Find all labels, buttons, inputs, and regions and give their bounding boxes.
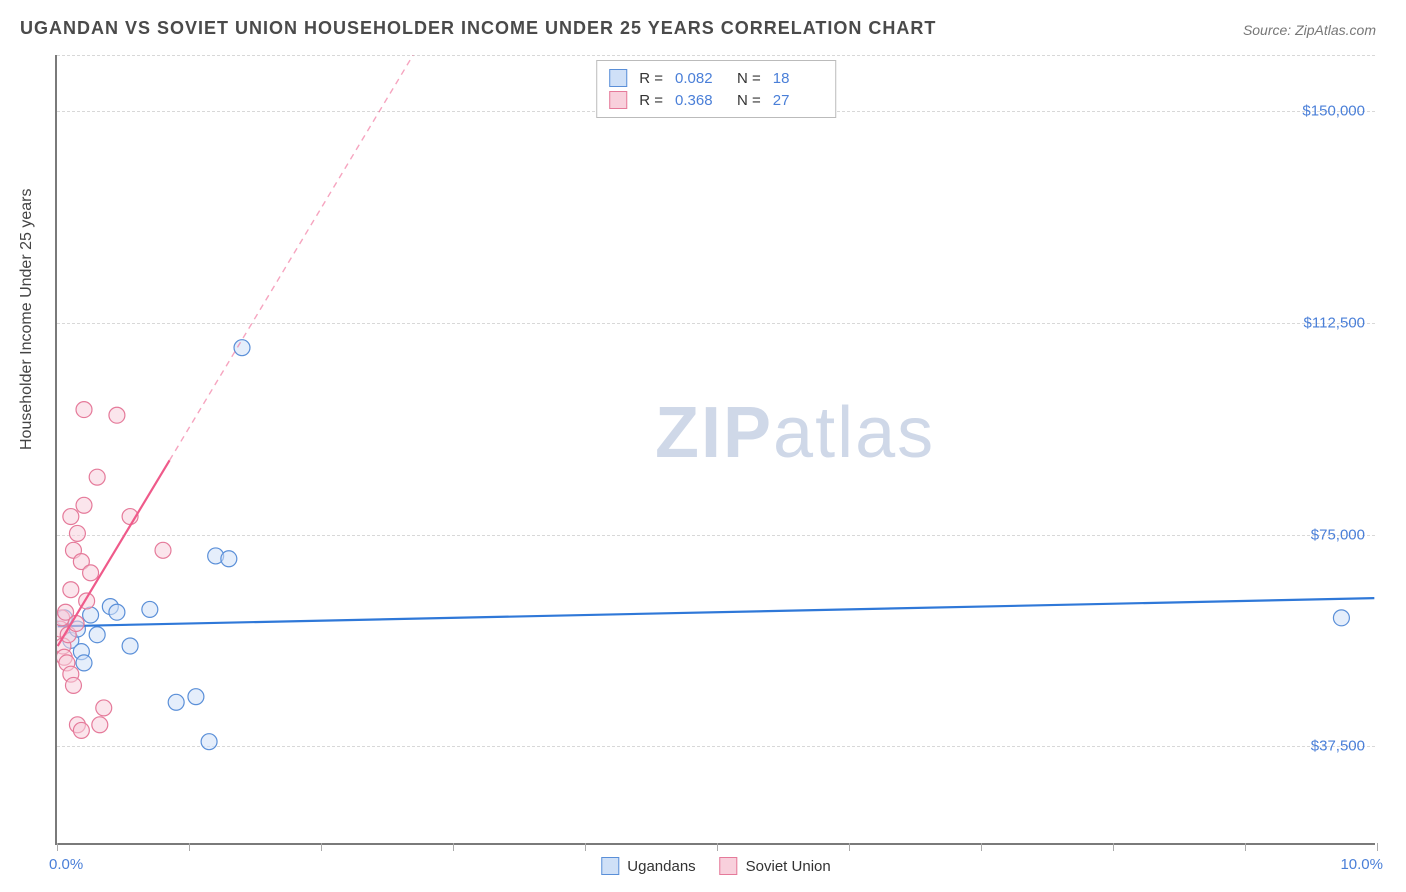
scatter-point-soviet: [65, 677, 81, 693]
plot-area: ZIPatlas $37,500$75,000$112,500$150,000 …: [55, 55, 1375, 845]
legend-series: Ugandans Soviet Union: [601, 857, 830, 875]
scatter-point-ugandans: [122, 638, 138, 654]
x-tick: [981, 843, 982, 851]
scatter-point-soviet: [63, 582, 79, 598]
scatter-point-ugandans: [1333, 610, 1349, 626]
scatter-point-soviet: [83, 565, 99, 581]
scatter-point-soviet: [69, 525, 85, 541]
scatter-point-ugandans: [76, 655, 92, 671]
x-tick: [1113, 843, 1114, 851]
legend-label-ugandans: Ugandans: [627, 858, 695, 875]
r-value-soviet: 0.368: [675, 92, 725, 109]
legend-swatch-soviet: [720, 857, 738, 875]
trend-line-ugandans: [58, 598, 1375, 626]
x-tick: [1245, 843, 1246, 851]
scatter-point-soviet: [73, 722, 89, 738]
legend-stats: R = 0.082 N = 18 R = 0.368 N = 27: [596, 60, 836, 118]
chart-title: UGANDAN VS SOVIET UNION HOUSEHOLDER INCO…: [20, 18, 936, 39]
legend-swatch-soviet: [609, 91, 627, 109]
scatter-point-ugandans: [201, 734, 217, 750]
x-tick: [849, 843, 850, 851]
scatter-point-soviet: [89, 469, 105, 485]
scatter-point-ugandans: [109, 604, 125, 620]
legend-swatch-ugandans: [609, 69, 627, 87]
scatter-point-ugandans: [221, 551, 237, 567]
n-label: N =: [737, 70, 761, 87]
scatter-point-soviet: [76, 402, 92, 418]
x-tick: [717, 843, 718, 851]
x-tick: [585, 843, 586, 851]
legend-item-ugandans: Ugandans: [601, 857, 695, 875]
legend-label-soviet: Soviet Union: [746, 858, 831, 875]
legend-swatch-ugandans: [601, 857, 619, 875]
scatter-point-ugandans: [188, 689, 204, 705]
legend-stats-row: R = 0.368 N = 27: [609, 89, 823, 111]
x-tick: [189, 843, 190, 851]
scatter-point-soviet: [63, 509, 79, 525]
trend-line-ext-soviet: [170, 55, 414, 460]
scatter-point-ugandans: [83, 607, 99, 623]
scatter-point-ugandans: [89, 627, 105, 643]
scatter-point-ugandans: [168, 694, 184, 710]
n-label: N =: [737, 92, 761, 109]
scatter-point-soviet: [155, 542, 171, 558]
scatter-point-ugandans: [234, 340, 250, 356]
x-axis-max-label: 10.0%: [1340, 856, 1383, 873]
y-axis-label: Householder Income Under 25 years: [18, 189, 36, 450]
n-value-soviet: 27: [773, 92, 823, 109]
source-label: Source: ZipAtlas.com: [1243, 22, 1376, 38]
x-tick: [1377, 843, 1378, 851]
x-axis-min-label: 0.0%: [49, 856, 83, 873]
scatter-point-soviet: [92, 717, 108, 733]
n-value-ugandans: 18: [773, 70, 823, 87]
scatter-point-soviet: [109, 407, 125, 423]
r-label: R =: [639, 70, 663, 87]
x-tick: [57, 843, 58, 851]
scatter-point-soviet: [96, 700, 112, 716]
legend-stats-row: R = 0.082 N = 18: [609, 67, 823, 89]
x-tick: [453, 843, 454, 851]
legend-item-soviet: Soviet Union: [720, 857, 831, 875]
r-value-ugandans: 0.082: [675, 70, 725, 87]
chart-svg: [57, 55, 1375, 843]
x-tick: [321, 843, 322, 851]
scatter-point-ugandans: [142, 601, 158, 617]
scatter-point-soviet: [76, 497, 92, 513]
r-label: R =: [639, 92, 663, 109]
